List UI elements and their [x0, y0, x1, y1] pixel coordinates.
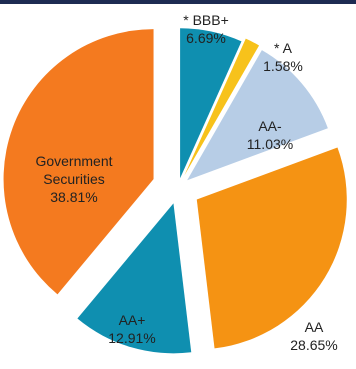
pie-slice-government-securities	[3, 29, 154, 295]
slice-label-government-securities: Government Securities 38.81%	[35, 153, 112, 205]
slice-label-aa-minus-value: 11.03%	[247, 136, 293, 152]
pie-slice-a	[184, 38, 260, 176]
slice-label-aa-name: AA	[305, 319, 324, 335]
slice-label-government-securities-value: 38.81%	[50, 189, 97, 205]
slice-label-a-value: 1.58%	[263, 58, 303, 74]
pie-slice-aa-minus	[187, 50, 328, 181]
slice-label-government-securities-line1: Government	[35, 153, 112, 169]
slice-label-a: * A 1.58%	[263, 40, 303, 74]
header-bar	[0, 0, 356, 4]
slice-label-bbb-plus-name: * BBB+	[183, 12, 229, 28]
pie-slices	[3, 28, 347, 354]
pie-slice-bbb-plus	[180, 28, 242, 179]
slice-label-bbb-plus: * BBB+ 6.69%	[183, 12, 229, 46]
slice-label-aa-plus: AA+ 12.91%	[108, 312, 155, 346]
pie-slice-aa	[196, 147, 347, 349]
slice-label-aa: AA 28.65%	[290, 319, 337, 353]
slice-label-aa-minus: AA- 11.03%	[247, 118, 293, 152]
slice-label-a-name: * A	[274, 40, 293, 56]
slice-label-aa-plus-name: AA+	[119, 312, 146, 328]
slice-label-government-securities-line2: Securities	[43, 171, 104, 187]
slice-label-aa-value: 28.65%	[290, 337, 337, 353]
slice-label-bbb-plus-value: 6.69%	[186, 30, 226, 46]
slice-label-aa-minus-name: AA-	[258, 118, 282, 134]
pie-slice-aa-plus	[77, 203, 192, 354]
slice-label-aa-plus-value: 12.91%	[108, 330, 155, 346]
